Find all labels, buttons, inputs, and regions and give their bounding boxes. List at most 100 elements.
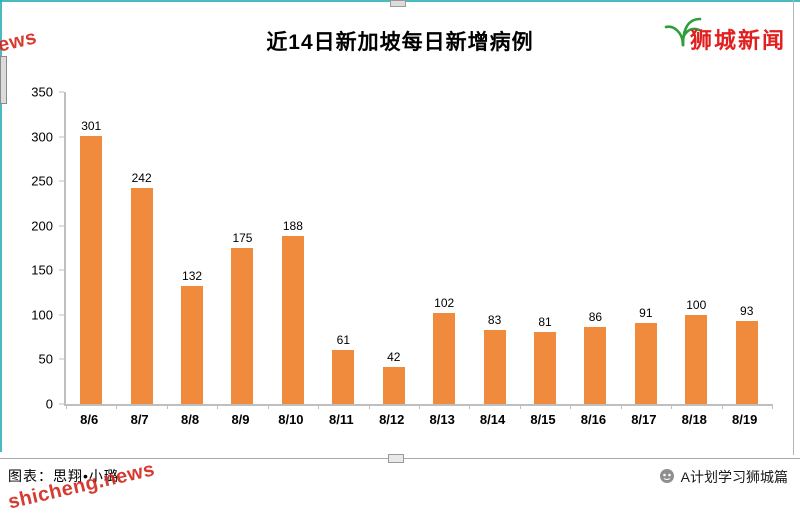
- bar-value-label: 61: [336, 332, 350, 347]
- x-tick-mark: [772, 404, 773, 409]
- y-axis-label: 300: [31, 129, 53, 145]
- bar: [181, 286, 204, 404]
- bar-value-label: 42: [387, 349, 401, 364]
- bar-value-label: 86: [588, 310, 603, 325]
- plot-area: 301 242 132 175 188 61 42 102 83 81 86 91 100 93: [64, 92, 773, 409]
- x-axis-label: 8/14: [479, 412, 506, 427]
- bar-value-label: 102: [434, 296, 455, 311]
- bar-column: 100: [671, 92, 721, 404]
- site-logo-text: 狮城新闻: [689, 28, 786, 53]
- site-logo: 狮城新闻: [664, 14, 786, 55]
- y-tick-mark: [59, 358, 64, 360]
- bar-column: 93: [721, 92, 771, 404]
- bar: [433, 313, 456, 404]
- bar-column: 188: [268, 92, 318, 404]
- bar: [80, 135, 103, 404]
- x-axis-label: 8/10: [278, 412, 304, 427]
- x-tick-mark: [570, 404, 572, 409]
- x-axis-label: 8/19: [732, 412, 758, 427]
- x-axis-label: 8/9: [231, 412, 250, 427]
- x-axis-label: 8/7: [130, 412, 149, 427]
- y-tick-mark: [59, 225, 64, 227]
- y-tick-mark: [59, 269, 64, 271]
- left-scrollbar-thumb[interactable]: [0, 56, 7, 104]
- bar-column: 102: [419, 92, 469, 404]
- bar-value-label: 83: [487, 313, 502, 328]
- bar-value-label: 132: [182, 269, 203, 284]
- bar-column: 91: [621, 92, 671, 404]
- account-name: A计划学习狮城篇: [680, 469, 788, 485]
- bar-value-label: 81: [538, 314, 552, 329]
- x-axis-label: 8/13: [429, 412, 455, 427]
- y-axis-label: 0: [45, 396, 53, 412]
- horizontal-scrollbar-thumb[interactable]: [388, 454, 404, 463]
- x-axis-label: 8/16: [580, 412, 607, 427]
- bar: [130, 188, 153, 404]
- x-tick-mark: [66, 404, 67, 409]
- y-axis-label: 250: [31, 173, 53, 189]
- right-scrollbar-track[interactable]: [793, 0, 794, 455]
- bar-column: 175: [217, 92, 267, 404]
- x-axis-label: 8/11: [329, 412, 354, 427]
- x-axis-label: 8/6: [80, 412, 99, 427]
- x-axis-label: 8/18: [681, 412, 707, 427]
- bar-value-label: 175: [232, 231, 253, 245]
- bar-value-label: 188: [282, 219, 303, 234]
- bar-column: 81: [520, 92, 570, 404]
- x-tick-mark: [620, 404, 622, 409]
- bar: [382, 366, 405, 404]
- bar-column: 301: [66, 92, 116, 404]
- y-axis-label: 100: [31, 307, 53, 323]
- y-axis: 350 300 250 200 150 100 50 0: [0, 85, 64, 412]
- bar: [584, 327, 607, 404]
- y-tick-mark: [59, 403, 64, 405]
- bar-value-label: 242: [131, 171, 152, 186]
- x-tick-mark: [318, 404, 320, 409]
- y-axis-label: 200: [31, 218, 53, 234]
- left-pane-border: [0, 0, 2, 452]
- x-axis-label: 8/8: [181, 412, 200, 427]
- bar: [231, 248, 254, 404]
- bar-value-label: 91: [639, 305, 653, 320]
- x-tick-mark: [419, 404, 420, 409]
- bar: [534, 331, 556, 404]
- bar-value-label: 100: [686, 297, 707, 312]
- bar: [483, 330, 506, 404]
- x-tick-mark: [469, 404, 471, 409]
- x-axis-label: 8/12: [379, 412, 405, 427]
- wechat-account-icon: [659, 468, 675, 487]
- y-tick-mark: [59, 136, 64, 138]
- bar-column: 42: [369, 92, 419, 404]
- x-tick-mark: [217, 404, 219, 409]
- bar: [685, 314, 708, 404]
- bar-column: 86: [570, 92, 620, 404]
- bar: [281, 236, 304, 404]
- bar-column: 83: [469, 92, 519, 404]
- y-tick-mark: [59, 314, 64, 316]
- y-axis-label: 350: [31, 84, 53, 100]
- bar-value-label: 93: [740, 304, 754, 319]
- account-attribution: A计划学习狮城篇: [659, 467, 788, 487]
- bar-column: 242: [116, 92, 166, 404]
- y-tick-mark: [59, 91, 64, 93]
- bar: [735, 321, 758, 404]
- bar-column: 132: [167, 92, 217, 404]
- x-tick-mark: [721, 404, 723, 409]
- x-axis-row: 8/6 8/7 8/8 8/9 8/10 8/11 8/12 8/13 8/14 8/15 8/16…: [64, 412, 770, 427]
- x-tick-mark: [671, 404, 673, 409]
- chart-credit: 图表：思翔•小璐: [8, 468, 119, 484]
- x-tick-mark: [368, 404, 370, 409]
- x-tick-mark: [519, 404, 521, 409]
- x-axis-label: 8/17: [631, 412, 657, 427]
- x-axis-ticks: [66, 404, 773, 409]
- bar: [332, 349, 355, 404]
- bar-column: 61: [318, 92, 368, 404]
- x-tick-mark: [267, 404, 269, 409]
- x-axis-label: 8/15: [530, 412, 556, 427]
- chart-title: 近14日新加坡每日新增病例: [266, 31, 534, 54]
- y-axis-label: 150: [31, 262, 53, 278]
- palm-leaves-icon: [664, 14, 702, 53]
- bar: [634, 322, 657, 404]
- top-scrollbar-thumb[interactable]: [390, 0, 406, 7]
